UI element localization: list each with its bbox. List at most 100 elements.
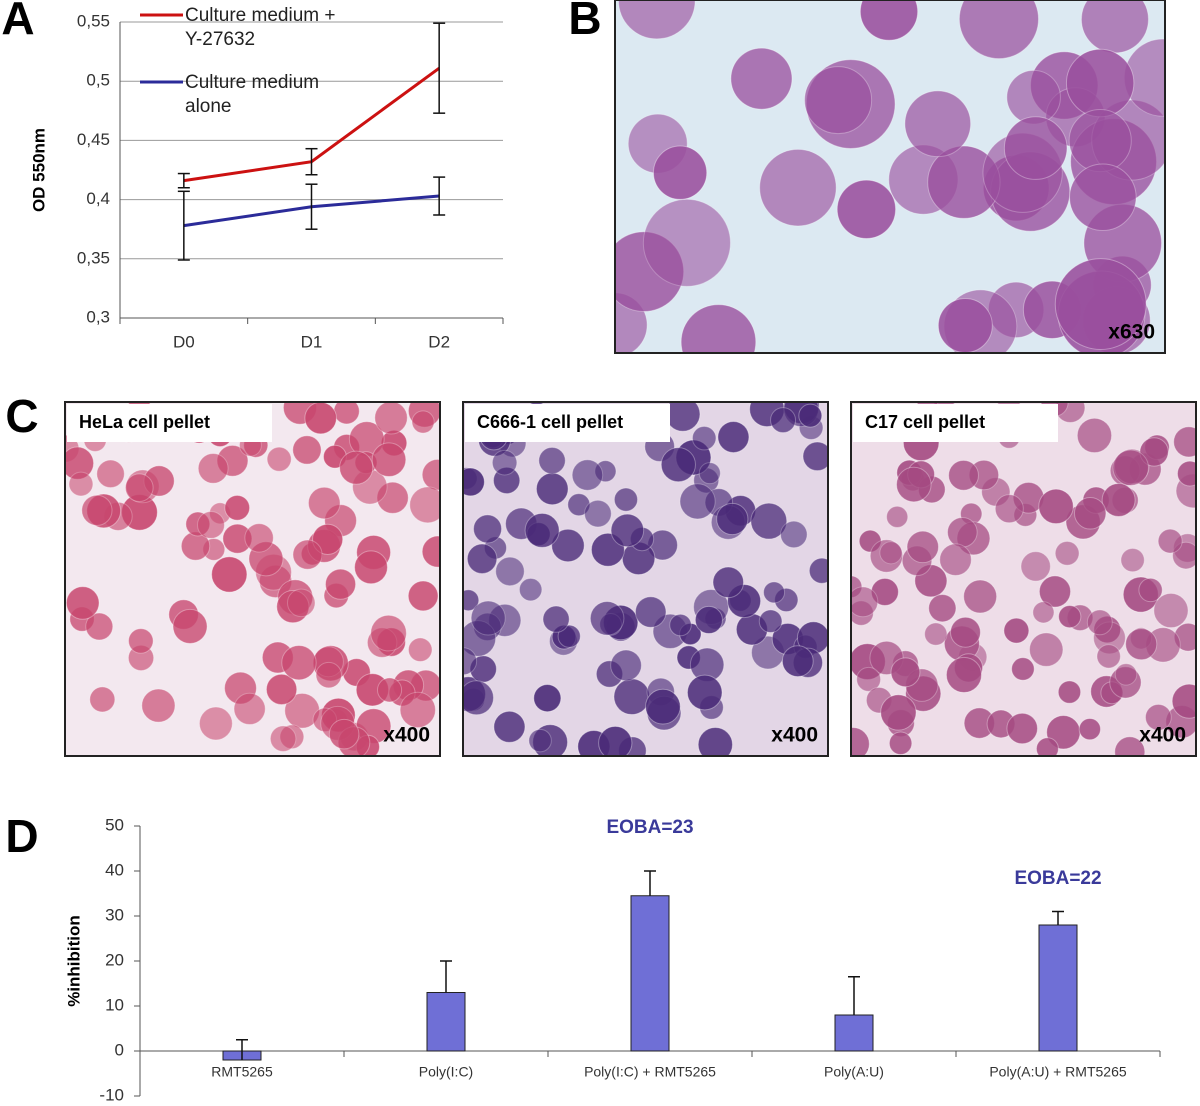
y-tick-label: 0,4 xyxy=(86,189,110,208)
cell xyxy=(958,0,1040,60)
cell xyxy=(1086,609,1113,636)
error-bar xyxy=(644,870,656,896)
y-tick-label: 50 xyxy=(105,815,124,834)
cell xyxy=(1171,683,1196,719)
x-tick-label: RMT5265 xyxy=(211,1064,273,1080)
y-tick-label: 0,3 xyxy=(86,307,110,326)
cell xyxy=(798,403,823,428)
cell xyxy=(374,402,408,435)
cell xyxy=(1114,663,1138,686)
cell xyxy=(292,435,322,465)
cell xyxy=(244,523,274,553)
bar xyxy=(630,895,670,1052)
panel-label: A xyxy=(1,0,34,44)
error-bar xyxy=(236,1039,248,1060)
cell xyxy=(763,581,786,604)
panel-label: D xyxy=(5,810,38,862)
cell xyxy=(421,458,440,491)
y-tick-label: 0,5 xyxy=(86,71,110,90)
cell xyxy=(652,145,708,200)
error-bar xyxy=(305,183,318,230)
cell xyxy=(281,644,317,681)
panel-label: C xyxy=(5,390,38,442)
cell xyxy=(197,452,229,484)
cell xyxy=(660,447,696,483)
legend-label: Culture medium alone xyxy=(185,72,320,117)
cell xyxy=(613,487,639,512)
cell xyxy=(376,677,403,703)
cell xyxy=(315,661,342,689)
cell xyxy=(533,684,562,713)
x-tick-label: Poly(A:U) xyxy=(824,1064,884,1080)
cell xyxy=(924,622,948,646)
cell xyxy=(1065,48,1135,118)
caption-box xyxy=(465,404,670,442)
cell xyxy=(750,502,788,540)
cell xyxy=(304,402,337,435)
cell xyxy=(1076,417,1113,454)
cell xyxy=(1153,592,1189,629)
cell xyxy=(888,731,913,756)
cell xyxy=(669,613,692,637)
cell xyxy=(1003,116,1068,180)
cell xyxy=(583,499,612,528)
annotation: EOBA=23 xyxy=(606,817,693,838)
panel-label: B xyxy=(568,0,601,44)
cell xyxy=(1078,717,1102,741)
cell xyxy=(945,656,983,693)
cell xyxy=(470,600,506,636)
cell xyxy=(370,614,407,652)
cell xyxy=(85,612,114,641)
cell xyxy=(211,556,248,593)
cell xyxy=(928,594,957,623)
cell xyxy=(686,674,723,711)
cell xyxy=(1157,528,1183,554)
y-tick-label: -10 xyxy=(99,1085,124,1104)
cell xyxy=(1006,712,1039,745)
x-tick-label: Poly(I:C) xyxy=(419,1064,473,1080)
error-bar xyxy=(1052,910,1064,925)
cell xyxy=(906,530,940,564)
cell xyxy=(1058,604,1082,629)
cell xyxy=(551,528,585,563)
cell xyxy=(339,450,374,485)
cell xyxy=(495,556,525,587)
cell xyxy=(265,673,298,706)
cell xyxy=(1073,497,1107,530)
bar xyxy=(426,992,466,1052)
cell xyxy=(808,557,828,584)
cell xyxy=(409,486,440,524)
caption-box xyxy=(853,404,1058,442)
cell xyxy=(610,513,645,548)
cell xyxy=(1123,38,1165,117)
cell xyxy=(890,657,921,688)
cell xyxy=(697,726,733,756)
cell xyxy=(518,577,543,602)
bar xyxy=(1038,924,1078,1052)
cell xyxy=(535,472,569,506)
cell xyxy=(859,0,919,41)
cell xyxy=(96,459,125,489)
cell xyxy=(1032,601,1055,624)
cell xyxy=(557,624,581,648)
caption-box xyxy=(67,404,272,442)
cell xyxy=(81,494,113,526)
micrograph: C666-1 cell pellet x400 xyxy=(462,401,829,757)
cell xyxy=(463,680,495,716)
y-tick-label: 20 xyxy=(105,950,124,969)
y-tick-label: 0,45 xyxy=(77,130,110,149)
y-tick-label: 0,55 xyxy=(77,11,110,30)
cell xyxy=(880,694,917,731)
y-tick-label: 10 xyxy=(105,995,124,1014)
cell xyxy=(680,304,757,353)
cell xyxy=(1139,437,1169,467)
cell xyxy=(1068,109,1132,173)
error-bar xyxy=(177,172,190,189)
cell xyxy=(1173,426,1196,458)
cell xyxy=(399,691,436,729)
cell xyxy=(939,543,972,576)
cell xyxy=(1114,736,1146,756)
micrograph-image xyxy=(463,402,828,756)
cell xyxy=(542,605,570,633)
